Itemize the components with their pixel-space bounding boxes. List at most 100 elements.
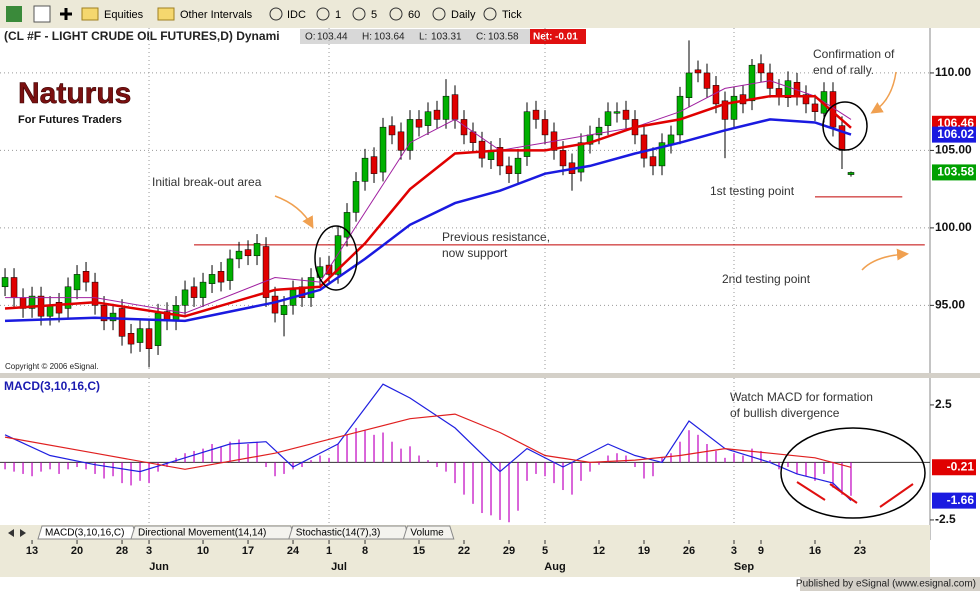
- candle-body: [91, 281, 99, 306]
- annotation: Initial break-out area: [152, 175, 262, 189]
- toolbar: [0, 0, 980, 28]
- toolbar-item[interactable]: Other Intervals: [180, 9, 253, 21]
- quote-label: H:: [362, 32, 372, 43]
- x-tick-label: 24: [287, 545, 300, 557]
- candle-body: [649, 156, 657, 167]
- candle-body: [118, 308, 126, 337]
- candle-body: [1, 277, 9, 288]
- toolbar-item[interactable]: 60: [408, 9, 420, 21]
- toolbar-item[interactable]: Equities: [104, 9, 144, 21]
- tool-icon[interactable]: [352, 7, 366, 21]
- y-tick-label: -2.5: [935, 512, 956, 526]
- candle-body: [640, 134, 648, 159]
- x-tick-label: 26: [683, 545, 695, 557]
- annotation: now support: [442, 246, 508, 260]
- folder-icon[interactable]: [81, 7, 99, 21]
- tab[interactable]: [402, 525, 455, 540]
- toolbar-item[interactable]: IDC: [287, 9, 306, 21]
- footer-bg: [800, 577, 980, 591]
- candle-body: [208, 274, 216, 284]
- month-label: Jul: [331, 561, 347, 573]
- quote-label: Net:: [533, 32, 552, 43]
- candle-body: [685, 72, 693, 98]
- tool-icon[interactable]: [432, 7, 446, 21]
- candle-body: [433, 109, 441, 120]
- quote-label: C:: [476, 32, 486, 43]
- copyright: Copyright © 2006 eSignal.: [5, 362, 99, 371]
- y-tick-label: 95.00: [935, 298, 965, 312]
- highlight-circle: [780, 427, 926, 519]
- x-tick-label: 17: [242, 545, 254, 557]
- tab-scroll[interactable]: [8, 529, 26, 537]
- arrow: [870, 71, 897, 114]
- candle-body: [244, 249, 252, 257]
- tool-icon[interactable]: [269, 7, 283, 21]
- indicator-line: [4, 413, 852, 470]
- quote-label: O:: [305, 32, 316, 43]
- y-tick-label: 100.00: [935, 220, 972, 234]
- candle-body: [784, 80, 792, 98]
- x-tick-label: 15: [413, 545, 425, 557]
- candle-body: [514, 157, 522, 174]
- folder-icon[interactable]: [157, 7, 175, 21]
- tab-label[interactable]: MACD(3,10,16,C): [45, 528, 124, 539]
- symbol-title: (CL #F - LIGHT CRUDE OIL FUTURES,D) Dyna…: [4, 29, 280, 43]
- toolbar-item[interactable]: 1: [335, 9, 341, 21]
- value-box-label: 106.02: [937, 127, 974, 141]
- add-icon[interactable]: [60, 8, 72, 20]
- indicator-title: MACD(3,10,16,C): [4, 379, 100, 393]
- candle-body: [505, 165, 513, 174]
- candle-body: [667, 134, 675, 145]
- value-box-label: 103.58: [937, 165, 974, 179]
- candle-body: [109, 312, 117, 322]
- logo: Naturus: [18, 77, 131, 110]
- divergence-stroke: [796, 481, 914, 508]
- y-tick-label: 105.00: [935, 143, 972, 157]
- candle-body: [379, 126, 387, 173]
- candle-body: [127, 333, 135, 345]
- candle-body: [100, 305, 108, 322]
- x-tick-label: 13: [26, 545, 38, 557]
- quote-value: 103.44: [317, 32, 348, 43]
- candle-body: [172, 305, 180, 322]
- candle-body: [532, 109, 540, 120]
- tab-label[interactable]: Directional Movement(14,14): [138, 528, 266, 539]
- candle-body: [199, 281, 207, 298]
- tool-icon[interactable]: [483, 7, 497, 21]
- toolbar-item[interactable]: Tick: [502, 9, 522, 21]
- candle-body: [388, 125, 396, 136]
- x-tick-label: 1: [326, 545, 332, 557]
- x-tick-label: 19: [638, 545, 650, 557]
- candle-body: [298, 286, 306, 298]
- y-tick-label: 110.00: [935, 65, 971, 79]
- indicator-line: [4, 94, 852, 318]
- tool-icon[interactable]: [6, 6, 22, 22]
- month-label: Aug: [544, 561, 565, 573]
- candle-body: [703, 72, 711, 89]
- quote-box: [300, 29, 530, 44]
- candle-body: [415, 119, 423, 128]
- value-box-label: -1.66: [947, 493, 975, 507]
- y-tick-label: 2.5: [935, 397, 952, 411]
- panel-separator: [0, 373, 980, 378]
- candle-body: [262, 246, 270, 298]
- month-label: Jun: [149, 561, 169, 573]
- candle-body: [82, 271, 90, 283]
- candle-body: [46, 305, 54, 317]
- tab-label[interactable]: Stochastic(14(7),3): [296, 528, 380, 539]
- candle-body: [613, 111, 621, 114]
- candle-body: [181, 289, 189, 306]
- x-tick-label: 3: [731, 545, 737, 557]
- tool-icon[interactable]: [316, 7, 330, 21]
- tab-label[interactable]: Volume: [410, 528, 444, 539]
- candle-body: [694, 69, 702, 74]
- tool-icon[interactable]: [389, 7, 403, 21]
- toolbar-item[interactable]: 5: [371, 9, 377, 21]
- toolbar-item[interactable]: Daily: [451, 9, 476, 21]
- tool-icon[interactable]: [33, 5, 51, 23]
- candle-body: [55, 302, 63, 314]
- candle-body: [523, 111, 531, 157]
- candle-body: [802, 94, 810, 105]
